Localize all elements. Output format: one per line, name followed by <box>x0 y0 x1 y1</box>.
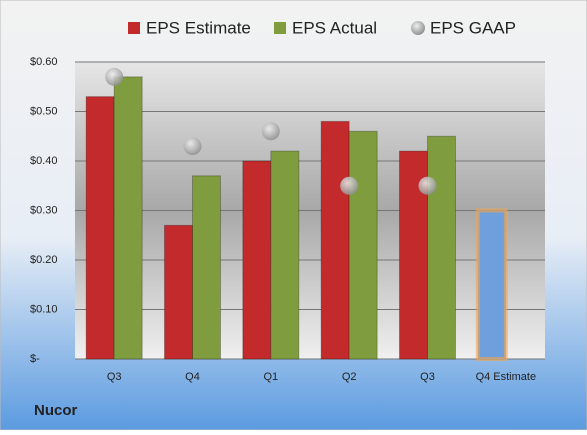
y-tick-label: $0.60 <box>30 56 58 68</box>
y-tick-label: $0.30 <box>30 204 58 216</box>
legend-marker <box>128 22 140 34</box>
x-tick-label: Q4 Estimate <box>476 371 537 383</box>
y-tick-label: $0.50 <box>30 105 58 117</box>
gaap-marker <box>105 67 124 86</box>
y-tick-label: $- <box>30 353 40 365</box>
bar <box>192 175 221 360</box>
bar <box>85 96 115 360</box>
y-tick-label: $0.40 <box>30 155 58 167</box>
legend-label: EPS Actual <box>292 18 377 37</box>
x-tick-label: Q1 <box>263 371 278 383</box>
legend-label: EPS Estimate <box>146 18 251 37</box>
chart-title: Nucor <box>34 402 78 419</box>
bar <box>113 76 143 360</box>
bar <box>242 160 272 360</box>
legend-label: EPS GAAP <box>430 18 516 37</box>
gaap-marker <box>340 176 359 195</box>
bar <box>320 120 350 360</box>
bar <box>164 224 193 360</box>
x-tick-label: Q4 <box>185 371 200 383</box>
bar <box>427 135 456 360</box>
x-tick-label: Q3 <box>107 371 122 383</box>
bar <box>475 208 508 361</box>
bar <box>270 150 300 360</box>
legend-marker <box>411 21 425 35</box>
x-tick-label: Q2 <box>342 371 357 383</box>
gaap-marker <box>183 137 202 156</box>
gaap-marker <box>261 122 280 141</box>
legend-marker <box>274 22 286 34</box>
y-tick-label: $0.10 <box>30 303 58 315</box>
bar <box>348 130 378 360</box>
x-tick-label: Q3 <box>420 371 435 383</box>
gaap-marker <box>418 176 437 195</box>
y-tick-label: $0.20 <box>30 254 58 266</box>
